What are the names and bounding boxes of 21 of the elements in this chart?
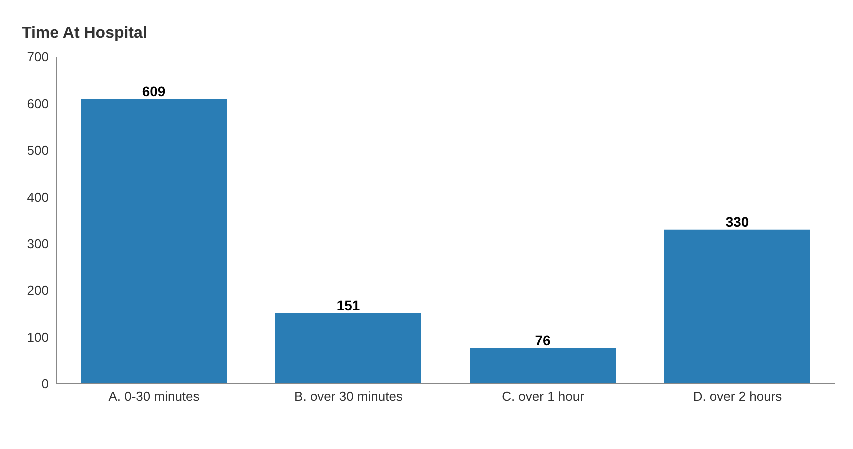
y-tick-label: 100 [27,330,49,345]
y-tick-label: 0 [42,376,49,392]
y-tick-label: 200 [27,283,49,298]
bar [81,100,227,384]
bar [470,348,616,384]
data-label: 330 [726,214,750,230]
bar [276,313,422,384]
bar [664,230,810,384]
x-tick-label: B. over 30 minutes [294,389,404,404]
y-tick-label: 600 [27,96,49,112]
data-label: 76 [535,332,551,348]
y-tick-label: 300 [27,236,49,252]
x-tick-label: C. over 1 hour [502,389,586,404]
chart-title: Time At Hospital [22,25,148,43]
data-label: 151 [336,297,360,314]
y-tick-label: 500 [27,143,49,158]
y-tick-label: 400 [27,190,49,205]
data-label: 609 [142,84,166,100]
x-tick-label: A. 0-30 minutes [108,389,200,404]
x-tick-label: D. over 2 hours [693,389,783,404]
y-tick-label: 700 [27,50,49,65]
